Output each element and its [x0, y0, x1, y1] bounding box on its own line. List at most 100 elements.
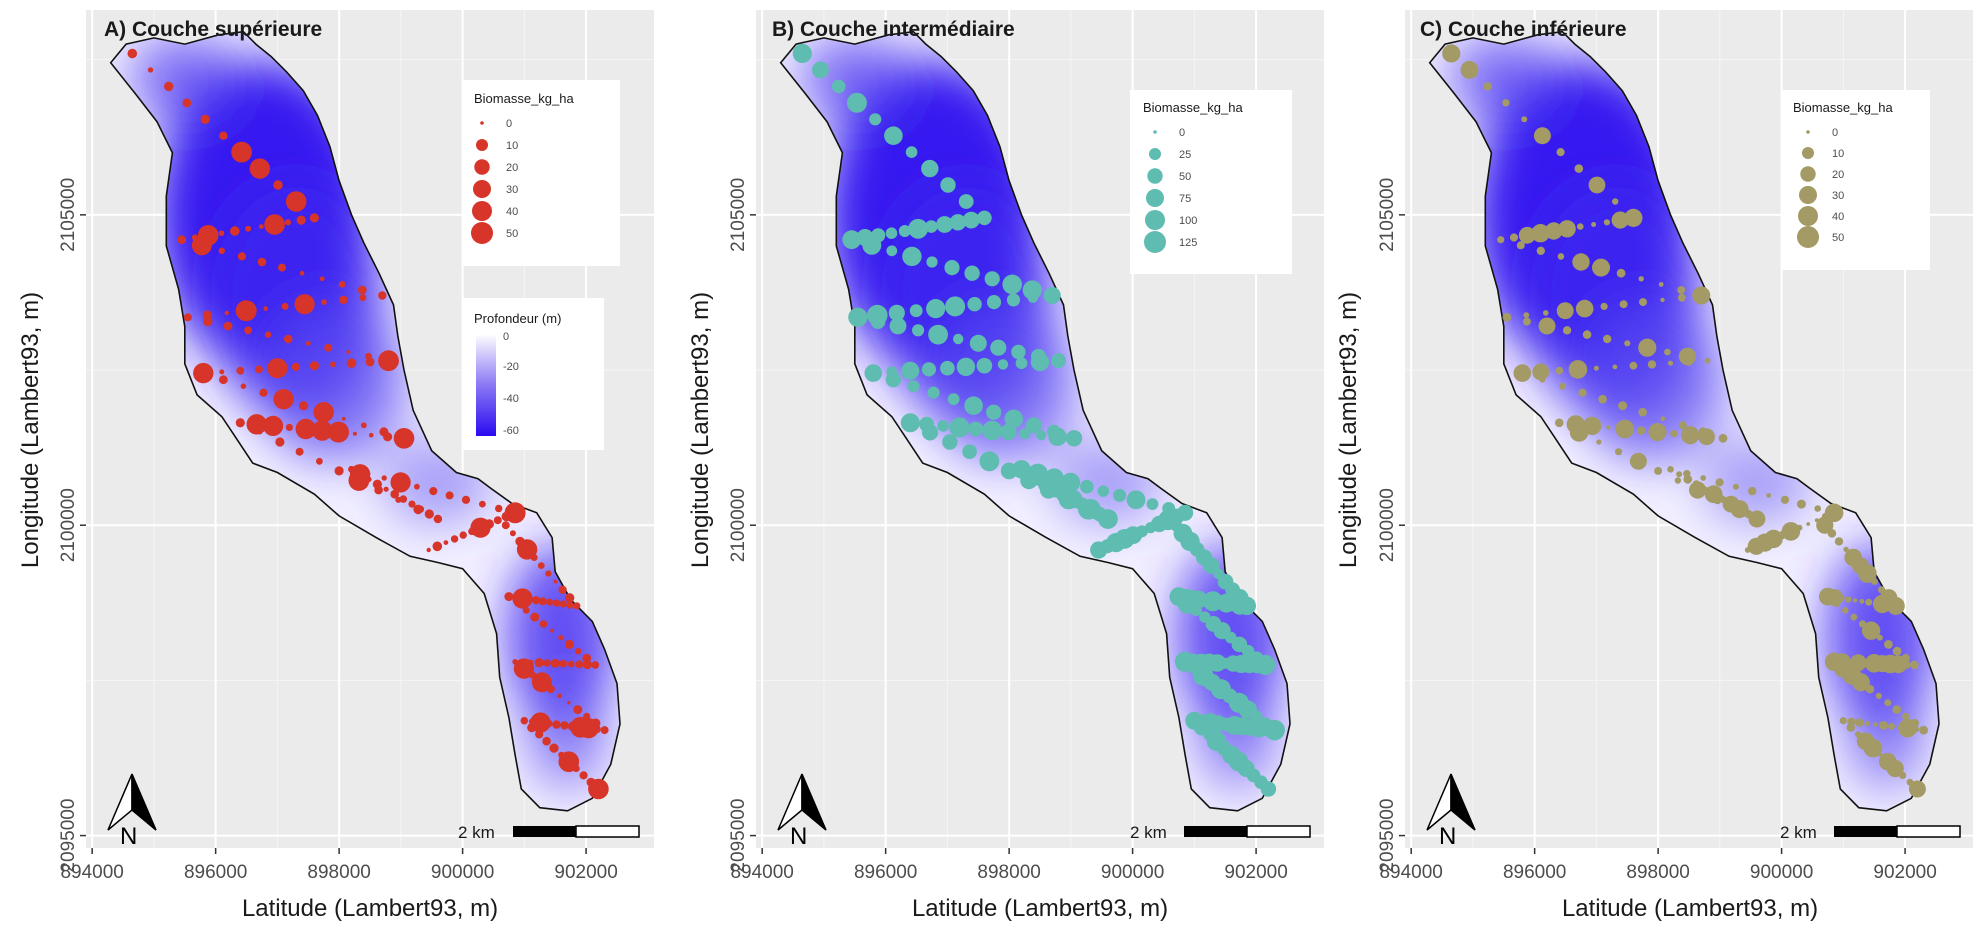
x-tick-label: 898000	[307, 862, 370, 883]
biomass-point	[1113, 488, 1127, 502]
panel-a: 894000 896000 898000 900000 902000 2095000 21…	[17, 10, 654, 922]
biomass-point	[1674, 477, 1682, 484]
depth-label: 0	[503, 331, 509, 343]
x-tick-label: 902000	[1224, 862, 1287, 883]
biomass-point	[1593, 365, 1599, 371]
biomass-point	[424, 509, 434, 519]
biomass-point	[947, 393, 960, 406]
biomass-point	[912, 324, 925, 337]
panel-a-points	[127, 48, 609, 800]
biomass-point	[1497, 236, 1504, 243]
biomass-point	[219, 375, 228, 385]
biomass-point	[1892, 705, 1902, 714]
biomass-point	[1190, 604, 1202, 616]
biomass-point	[1612, 364, 1618, 370]
size-legend-symbol	[1806, 130, 1810, 134]
north-arrow-label: N	[1439, 823, 1456, 850]
depth-label: -60	[503, 425, 519, 437]
biomass-point	[1012, 460, 1031, 479]
biomass-point	[1873, 722, 1878, 727]
biomass-point	[1840, 718, 1847, 724]
biomass-point	[493, 516, 502, 525]
biomass-point	[909, 304, 923, 318]
size-legend-symbol	[1798, 206, 1818, 226]
size-legend-symbol	[1147, 168, 1163, 184]
biomass-point	[792, 43, 812, 64]
biomass-point	[1099, 510, 1117, 528]
biomass-point	[1531, 224, 1550, 243]
biomass-point	[390, 472, 411, 493]
biomass-point	[1097, 485, 1110, 497]
panel-c-xlabel: Latitude (Lambert93, m)	[1562, 895, 1818, 922]
biomass-point	[1912, 725, 1919, 733]
biomass-point	[537, 562, 545, 569]
biomass-point	[316, 457, 323, 465]
biomass-point	[383, 432, 393, 442]
biomass-point	[1865, 598, 1873, 606]
biomass-point	[552, 720, 561, 729]
biomass-point	[1559, 382, 1566, 390]
size-legend-label: 100	[1179, 215, 1197, 227]
biomass-point	[264, 331, 272, 338]
biomass-point	[1002, 274, 1022, 295]
biomass-point	[889, 317, 907, 335]
biomass-point	[352, 431, 357, 436]
biomass-point	[958, 194, 974, 209]
size-legend-title: Biomasse_kg_ha	[474, 91, 574, 106]
panel-c-north-arrow: N	[1426, 773, 1476, 850]
biomass-point	[365, 471, 371, 477]
biomass-point	[928, 324, 948, 345]
depth-shade	[1577, 301, 1727, 464]
biomass-point	[543, 659, 551, 667]
panel-b-yticks: 2095000 2100000 2105000	[728, 178, 756, 873]
biomass-point	[592, 724, 601, 734]
biomass-point	[559, 600, 567, 608]
biomass-point	[235, 418, 245, 428]
x-tick-label: 902000	[554, 862, 617, 883]
panel-b-north-arrow: N	[777, 773, 827, 850]
biomass-point	[509, 530, 516, 537]
biomass-point	[313, 402, 334, 423]
biomass-point	[885, 227, 898, 239]
biomass-point	[1852, 598, 1858, 603]
biomass-point	[346, 350, 351, 354]
biomass-point	[566, 601, 574, 609]
biomass-point	[1908, 780, 1926, 798]
biomass-point	[907, 380, 920, 393]
biomass-point	[1572, 253, 1590, 271]
biomass-point	[338, 281, 346, 288]
depth-label: -40	[503, 393, 519, 405]
biomass-point	[1255, 654, 1276, 675]
biomass-point	[1753, 515, 1761, 523]
scale-bar-label: 2 km	[1130, 823, 1167, 842]
biomass-point	[1545, 222, 1563, 240]
biomass-point	[1051, 353, 1066, 368]
biomass-point	[1667, 466, 1674, 473]
biomass-point	[530, 554, 538, 561]
biomass-point	[538, 597, 547, 606]
depth-label: -20	[503, 361, 519, 373]
size-legend-label: 25	[1179, 149, 1191, 161]
depth-shade	[799, 34, 911, 122]
biomass-point	[927, 386, 940, 399]
biomass-point	[1036, 430, 1047, 441]
biomass-point	[1577, 223, 1584, 230]
biomass-point	[330, 361, 336, 368]
biomass-point	[1732, 483, 1739, 490]
biomass-point	[527, 723, 537, 733]
size-legend-label: 40	[506, 206, 518, 218]
x-tick-label: 898000	[1626, 862, 1689, 883]
biomass-point	[1268, 723, 1281, 737]
y-tick-label: 2105000	[58, 178, 79, 252]
depth-shade	[1448, 34, 1560, 122]
biomass-point	[1556, 420, 1562, 426]
biomass-point	[334, 466, 344, 476]
biomass-point	[565, 593, 575, 603]
biomass-point	[945, 296, 966, 317]
biomass-point	[360, 422, 367, 429]
biomass-point	[504, 592, 514, 602]
biomass-point	[275, 437, 285, 447]
biomass-point	[1863, 738, 1883, 758]
biomass-point	[553, 579, 558, 584]
biomass-point	[848, 307, 868, 327]
